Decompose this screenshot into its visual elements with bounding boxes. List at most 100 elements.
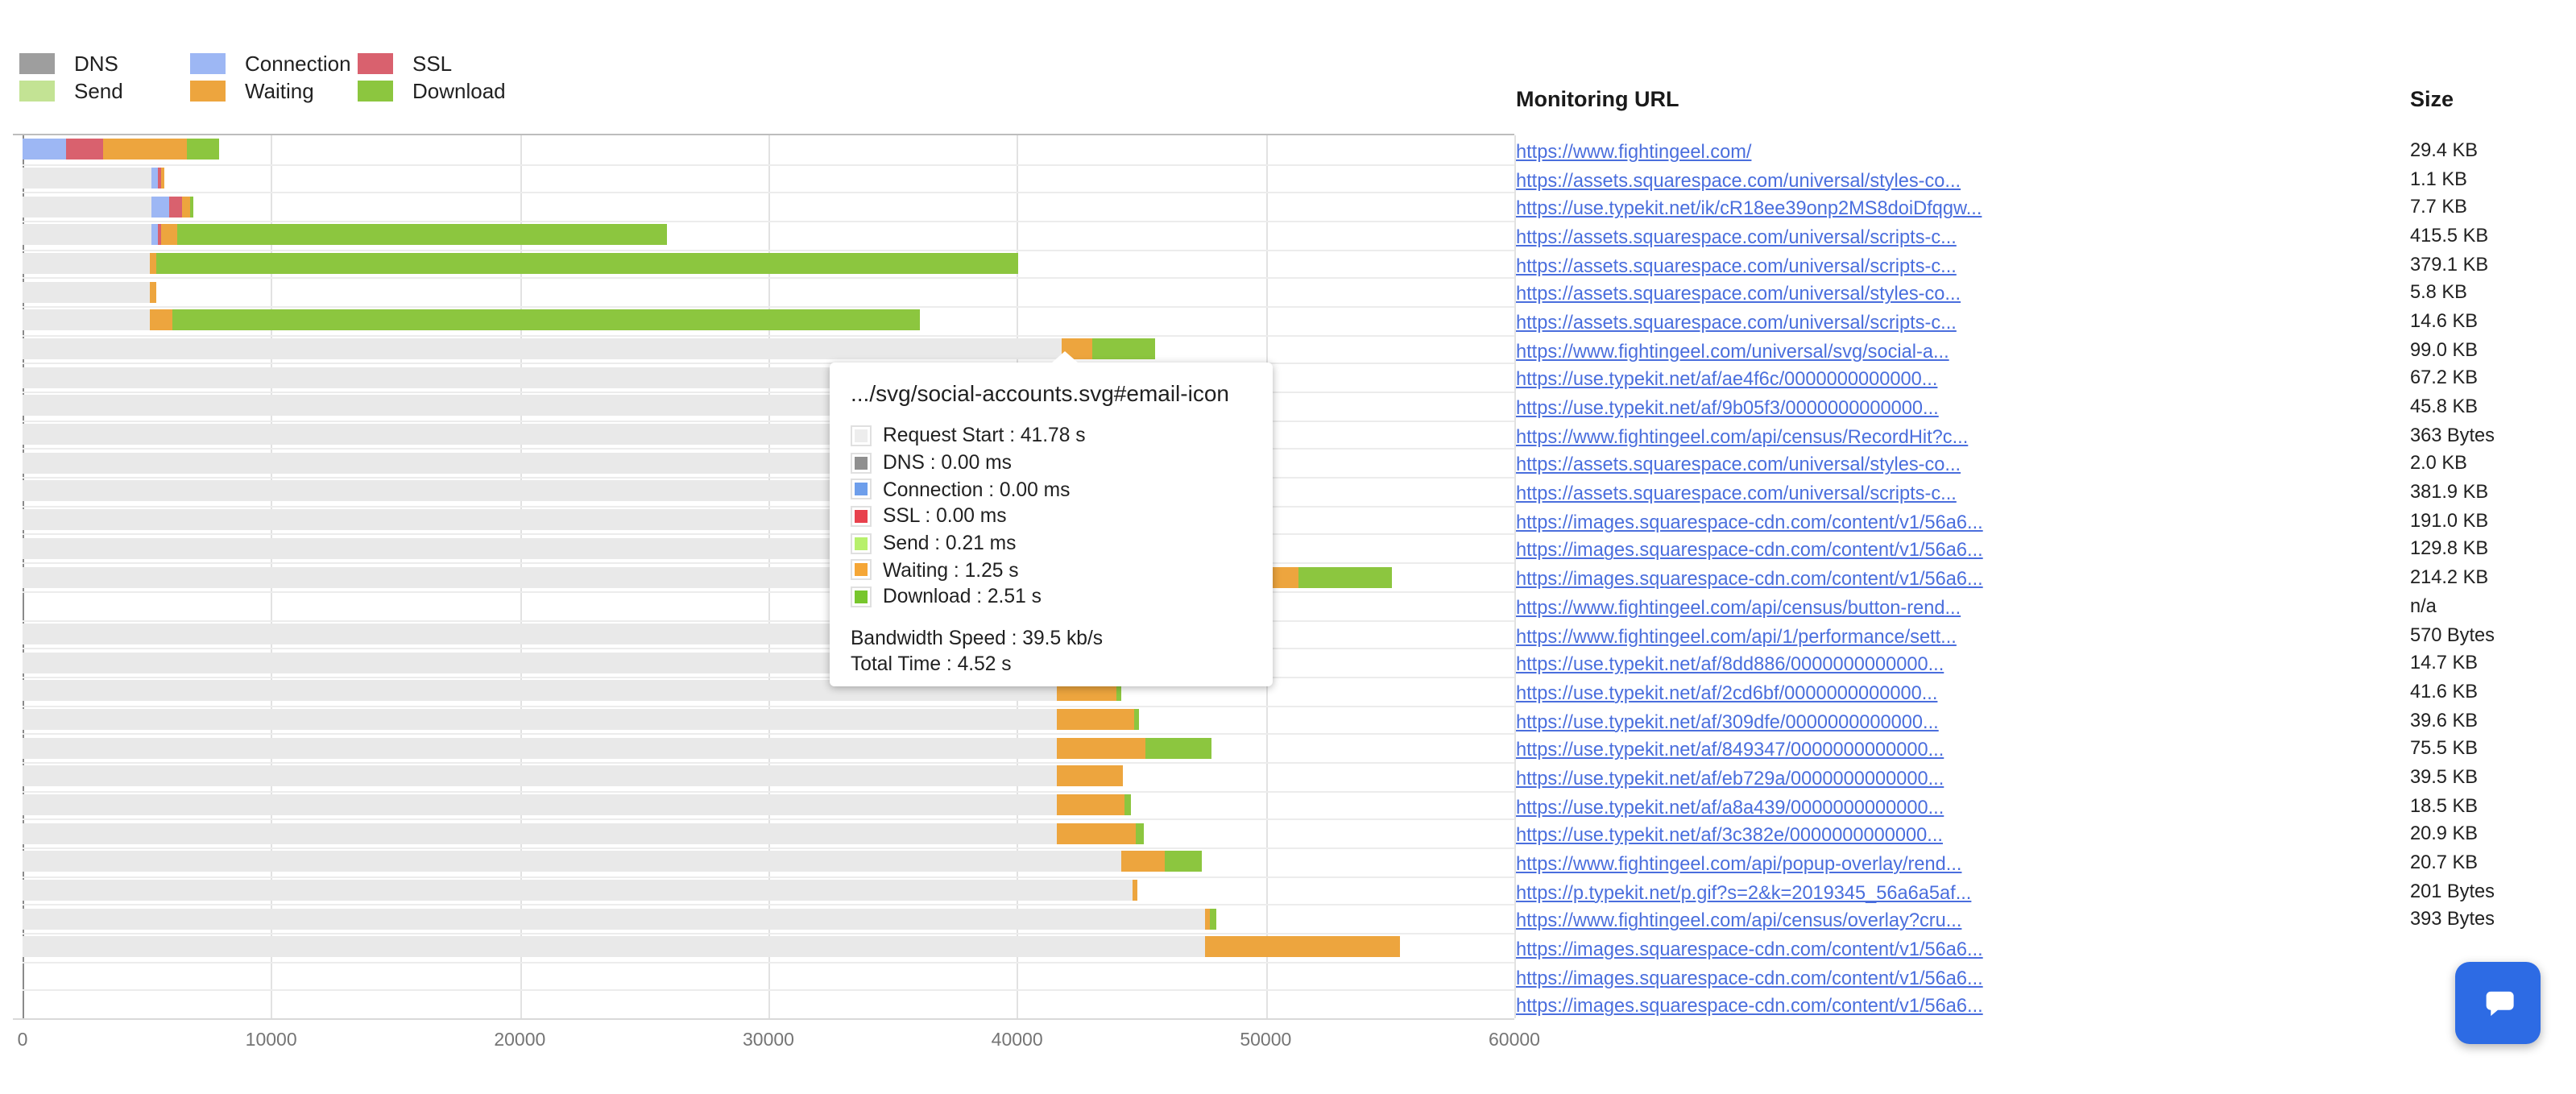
bar-segment-download[interactable] bbox=[1116, 680, 1122, 702]
waterfall-row[interactable] bbox=[0, 765, 1547, 787]
bar-segment-request-start[interactable] bbox=[23, 879, 1133, 901]
waterfall-row[interactable] bbox=[0, 480, 1547, 502]
bar-segment-connection[interactable] bbox=[23, 139, 66, 160]
monitoring-url-link[interactable]: https://use.typekit.net/af/8dd886/000000… bbox=[1516, 653, 1944, 676]
waterfall-row[interactable] bbox=[0, 224, 1547, 246]
chat-widget-button[interactable] bbox=[2455, 962, 2541, 1044]
bar-segment-waiting[interactable] bbox=[1056, 794, 1124, 815]
monitoring-url-link[interactable]: https://assets.squarespace.com/universal… bbox=[1516, 482, 1957, 505]
bar-segment-waiting[interactable] bbox=[1121, 851, 1165, 872]
waterfall-row[interactable] bbox=[0, 395, 1547, 416]
waterfall-row[interactable] bbox=[0, 139, 1547, 160]
bar-segment-download[interactable] bbox=[1092, 338, 1155, 360]
bar-segment-waiting[interactable] bbox=[1056, 823, 1137, 844]
monitoring-url-link[interactable]: https://use.typekit.net/af/849347/000000… bbox=[1516, 738, 1944, 761]
bar-segment-connection[interactable] bbox=[151, 168, 159, 189]
bar-segment-waiting[interactable] bbox=[1056, 708, 1134, 730]
bar-segment-download[interactable] bbox=[1136, 823, 1145, 844]
bar-segment-request-start[interactable] bbox=[23, 338, 1062, 360]
waterfall-row[interactable] bbox=[0, 168, 1547, 189]
bar-segment-waiting[interactable] bbox=[103, 139, 188, 160]
bar-segment-download[interactable] bbox=[189, 196, 193, 218]
monitoring-url-link[interactable]: https://www.fightingeel.com/api/census/R… bbox=[1516, 425, 1969, 448]
bar-segment-request-start[interactable] bbox=[23, 196, 151, 218]
bar-segment-waiting[interactable] bbox=[182, 196, 190, 218]
bar-segment-waiting[interactable] bbox=[149, 309, 172, 331]
monitoring-url-link[interactable]: https://images.squarespace-cdn.com/conte… bbox=[1516, 510, 1983, 533]
bar-segment-waiting[interactable] bbox=[149, 253, 157, 275]
bar-segment-request-start[interactable] bbox=[23, 765, 1057, 787]
bar-segment-ssl[interactable] bbox=[66, 139, 103, 160]
monitoring-url-link[interactable]: https://assets.squarespace.com/universal… bbox=[1516, 254, 1957, 277]
bar-segment-download[interactable] bbox=[1164, 851, 1203, 872]
bar-segment-request-start[interactable] bbox=[23, 823, 1057, 844]
monitoring-url-link[interactable]: https://use.typekit.net/af/3c382e/000000… bbox=[1516, 823, 1943, 847]
waterfall-row[interactable] bbox=[0, 737, 1547, 759]
monitoring-url-link[interactable]: https://p.typekit.net/p.gif?s=2&k=201934… bbox=[1516, 881, 1972, 904]
monitoring-url-link[interactable]: https://www.fightingeel.com/api/census/o… bbox=[1516, 909, 1962, 932]
waterfall-row[interactable] bbox=[0, 367, 1547, 388]
bar-segment-request-start[interactable] bbox=[23, 936, 1206, 958]
bar-segment-download[interactable] bbox=[1133, 708, 1139, 730]
bar-segment-request-start[interactable] bbox=[23, 908, 1206, 930]
bar-segment-ssl[interactable] bbox=[158, 224, 162, 246]
monitoring-url-link[interactable]: https://use.typekit.net/af/2cd6bf/000000… bbox=[1516, 681, 1938, 704]
bar-segment-ssl[interactable] bbox=[158, 168, 162, 189]
bar-segment-request-start[interactable] bbox=[23, 851, 1122, 872]
bar-segment-waiting[interactable] bbox=[1205, 908, 1211, 930]
bar-segment-download[interactable] bbox=[1124, 794, 1131, 815]
waterfall-row[interactable] bbox=[0, 424, 1547, 445]
bar-segment-waiting[interactable] bbox=[1056, 765, 1123, 787]
waterfall-row[interactable] bbox=[0, 652, 1547, 673]
monitoring-url-link[interactable]: https://images.squarespace-cdn.com/conte… bbox=[1516, 567, 1983, 591]
waterfall-row[interactable] bbox=[0, 595, 1547, 615]
monitoring-url-link[interactable]: https://images.squarespace-cdn.com/conte… bbox=[1516, 994, 1983, 1017]
monitoring-url-link[interactable]: https://images.squarespace-cdn.com/conte… bbox=[1516, 538, 1983, 562]
monitoring-url-link[interactable]: https://www.fightingeel.com/api/popup-ov… bbox=[1516, 852, 1962, 875]
waterfall-row[interactable] bbox=[0, 851, 1547, 872]
monitoring-url-link[interactable]: https://www.fightingeel.com/ bbox=[1516, 140, 1752, 163]
waterfall-row[interactable] bbox=[0, 196, 1547, 218]
waterfall-row[interactable] bbox=[0, 623, 1547, 644]
bar-segment-request-start[interactable] bbox=[23, 737, 1057, 759]
bar-segment-waiting[interactable] bbox=[161, 168, 165, 189]
waterfall-row[interactable] bbox=[0, 309, 1547, 331]
monitoring-url-link[interactable]: https://use.typekit.net/af/9b05f3/000000… bbox=[1516, 396, 1939, 420]
waterfall-row[interactable] bbox=[0, 452, 1547, 474]
monitoring-url-link[interactable]: https://www.fightingeel.com/api/1/perfor… bbox=[1516, 624, 1957, 648]
bar-segment-request-start[interactable] bbox=[23, 281, 150, 303]
bar-segment-waiting[interactable] bbox=[1205, 936, 1401, 958]
bar-segment-download[interactable] bbox=[156, 253, 1019, 275]
monitoring-url-link[interactable]: https://assets.squarespace.com/universal… bbox=[1516, 282, 1961, 305]
bar-segment-request-start[interactable] bbox=[23, 794, 1057, 815]
monitoring-url-link[interactable]: https://www.fightingeel.com/universal/sv… bbox=[1516, 339, 1949, 363]
waterfall-row[interactable] bbox=[0, 537, 1547, 559]
bar-segment-download[interactable] bbox=[1145, 737, 1211, 759]
bar-segment-request-start[interactable] bbox=[23, 224, 151, 246]
monitoring-url-link[interactable]: https://images.squarespace-cdn.com/conte… bbox=[1516, 937, 1983, 960]
bar-segment-download[interactable] bbox=[1298, 566, 1393, 587]
monitoring-url-link[interactable]: https://images.squarespace-cdn.com/conte… bbox=[1516, 966, 1983, 989]
monitoring-url-link[interactable]: https://use.typekit.net/af/309dfe/000000… bbox=[1516, 710, 1939, 733]
monitoring-url-link[interactable]: https://assets.squarespace.com/universal… bbox=[1516, 226, 1957, 249]
monitoring-url-link[interactable]: https://use.typekit.net/af/a8a439/000000… bbox=[1516, 795, 1944, 818]
bar-segment-download[interactable] bbox=[176, 224, 668, 246]
bar-segment-ssl[interactable] bbox=[168, 196, 183, 218]
bar-segment-waiting[interactable] bbox=[161, 224, 177, 246]
bar-segment-request-start[interactable] bbox=[23, 253, 150, 275]
bar-segment-request-start[interactable] bbox=[23, 309, 150, 331]
monitoring-url-link[interactable]: https://assets.squarespace.com/universal… bbox=[1516, 168, 1961, 192]
bar-segment-waiting[interactable] bbox=[1056, 737, 1145, 759]
bar-segment-download[interactable] bbox=[187, 139, 219, 160]
monitoring-url-link[interactable]: https://use.typekit.net/ik/cR18ee39onp2M… bbox=[1516, 197, 1982, 220]
monitoring-url-link[interactable]: https://assets.squarespace.com/universal… bbox=[1516, 453, 1961, 476]
waterfall-row[interactable] bbox=[0, 823, 1547, 844]
waterfall-row[interactable] bbox=[0, 680, 1547, 702]
waterfall-row[interactable] bbox=[0, 281, 1547, 303]
waterfall-row[interactable] bbox=[0, 993, 1547, 1014]
waterfall-row[interactable] bbox=[0, 794, 1547, 815]
waterfall-row[interactable] bbox=[0, 566, 1547, 587]
bar-segment-request-start[interactable] bbox=[23, 708, 1057, 730]
bar-segment-request-start[interactable] bbox=[23, 168, 151, 189]
monitoring-url-link[interactable]: https://www.fightingeel.com/api/census/b… bbox=[1516, 595, 1961, 619]
